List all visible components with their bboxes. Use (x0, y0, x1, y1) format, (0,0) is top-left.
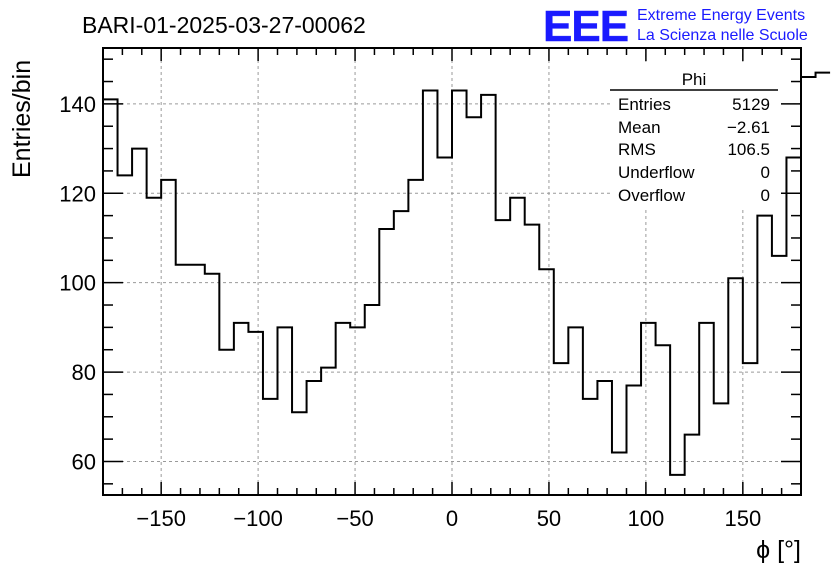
histogram-bin (394, 211, 409, 495)
histogram-bin (568, 327, 583, 495)
histogram-bin (801, 77, 816, 495)
histogram-bin (641, 323, 656, 495)
histogram-bin (728, 278, 743, 495)
eee-logo-icon: EEE (543, 2, 628, 51)
x-axis-label: ϕ [°] (756, 536, 801, 564)
x-tick-label: −100 (233, 506, 283, 531)
histogram-bin (467, 117, 482, 495)
histogram-bin (379, 229, 394, 495)
histogram-bin (699, 323, 714, 495)
histogram-bin (161, 180, 176, 495)
axis-ticks (102, 48, 802, 495)
histogram-bin (190, 265, 205, 495)
histogram-bin (685, 435, 700, 495)
stats-label-rms: RMS (618, 140, 656, 159)
stats-value-entries: 5129 (732, 95, 770, 114)
y-tick-label: 120 (59, 181, 96, 206)
histogram-bin (408, 180, 423, 495)
x-tick-label: 100 (628, 506, 665, 531)
histogram-bin (452, 90, 467, 495)
histogram-bin (321, 368, 336, 495)
histogram-bin (263, 399, 278, 495)
histogram-bin (583, 399, 598, 495)
histogram-bin (670, 475, 685, 495)
stats-value-rms: 106.5 (727, 140, 770, 159)
x-tick-label: 0 (446, 506, 458, 531)
histogram-bin (525, 225, 540, 495)
histogram-bin (656, 345, 671, 495)
histogram-bin (743, 363, 758, 495)
histogram-bin (627, 385, 642, 495)
stats-title: Phi (682, 70, 707, 89)
histogram-bin (176, 265, 191, 495)
x-tick-label: 50 (537, 506, 561, 531)
x-tick-label: −150 (136, 506, 186, 531)
y-tick-label: 100 (59, 271, 96, 296)
histogram-bin (496, 220, 511, 495)
y-tick-label: 80 (72, 360, 96, 385)
logo-line-1: Extreme Energy Events (637, 7, 805, 24)
histogram-bin (147, 198, 162, 495)
histogram-bin (481, 95, 496, 495)
y-tick-label: 140 (59, 92, 96, 117)
histogram-bin (597, 381, 612, 495)
stats-label-entries: Entries (618, 95, 671, 114)
stats-label-underflow: Underflow (618, 163, 695, 182)
histogram-bin (539, 269, 554, 495)
y-tick-label: 60 (72, 449, 96, 474)
histogram-bin (612, 453, 627, 495)
histogram-bin (350, 327, 365, 495)
x-tick-labels: −150 −100 −50 0 50 100 150 (136, 506, 761, 531)
y-tick-labels: 60 80 100 120 140 (59, 92, 96, 475)
x-tick-label: −50 (336, 506, 373, 531)
histogram-bin (234, 323, 249, 495)
stats-label-mean: Mean (618, 118, 661, 137)
histogram-bin (307, 381, 322, 495)
histogram-bin (292, 412, 307, 495)
histogram-bin (786, 158, 801, 495)
stats-label-overflow: Overflow (618, 186, 686, 205)
logo-line-2: La Scienza nelle Scuole (637, 27, 808, 44)
histogram-bin (757, 216, 772, 495)
histogram-bin (816, 73, 831, 495)
histogram-bin (219, 350, 234, 495)
histogram-bin (205, 274, 220, 495)
chart-title: BARI-01-2025-03-27-00062 (82, 12, 366, 38)
stats-value-mean: −2.61 (727, 118, 770, 137)
histogram-bin (772, 256, 787, 495)
stats-box: Phi Entries 5129 Mean −2.61 RMS 106.5 Un… (610, 62, 778, 209)
histogram-bin (554, 363, 569, 495)
histogram-bin (365, 305, 380, 495)
histogram-bin (336, 323, 351, 495)
stats-value-overflow: 0 (761, 186, 770, 205)
histogram-bin (118, 175, 133, 495)
histogram-bin (278, 327, 293, 495)
histogram-outline (103, 71, 831, 476)
x-tick-label: 150 (724, 506, 761, 531)
histogram-bin (103, 99, 118, 495)
histogram-bin (423, 90, 438, 495)
stats-value-underflow: 0 (761, 163, 770, 182)
histogram-bin (510, 198, 525, 495)
y-axis-label: Entries/bin (8, 60, 36, 178)
histogram-bin (437, 158, 452, 495)
histogram-bin (132, 149, 147, 495)
histogram-bin (248, 332, 263, 495)
histogram-bin (714, 403, 729, 495)
